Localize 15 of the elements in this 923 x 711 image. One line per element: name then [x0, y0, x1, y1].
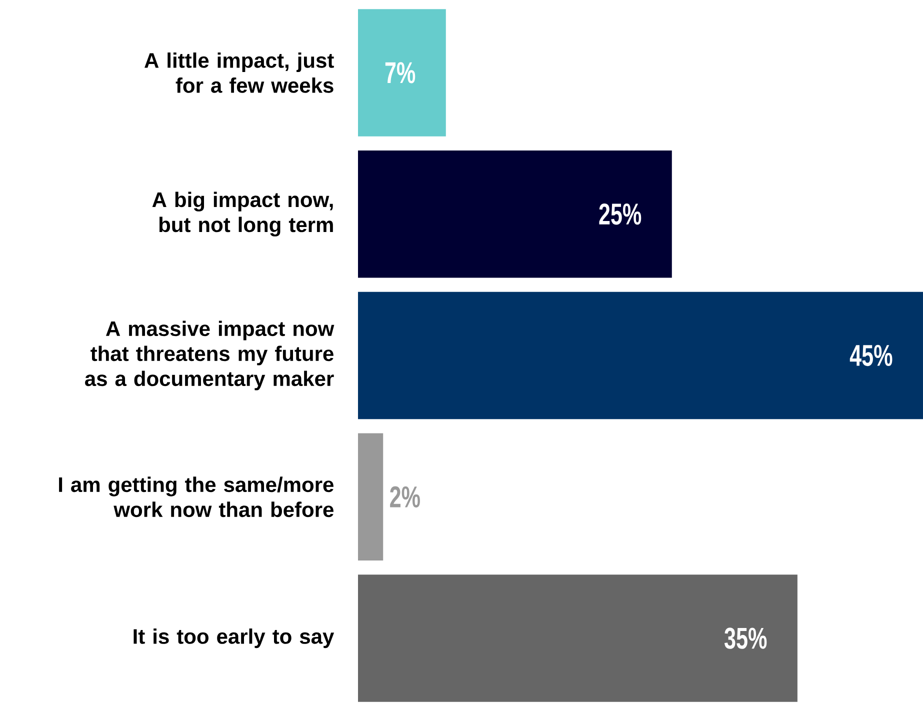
- y-tick-label: A big impact now, but not long term: [152, 192, 333, 236]
- bar: [358, 9, 446, 136]
- bar: [358, 433, 384, 561]
- bar: [358, 150, 672, 278]
- data-label: 25%: [599, 203, 642, 225]
- y-tick-label: It is too early to say: [134, 628, 334, 648]
- bar: [358, 574, 798, 702]
- y-tick-label: A little impact, just for a few weeks: [144, 52, 334, 93]
- data-label: 7%: [385, 62, 416, 84]
- bar: [358, 292, 923, 420]
- y-tick-label: I am getting the same/more work now than before: [59, 476, 334, 518]
- data-label: 2%: [390, 486, 420, 508]
- data-label: 35%: [724, 628, 767, 649]
- data-label: 45%: [850, 344, 892, 366]
- y-tick-label: A massive impact now that threatens my future as a documentary maker: [85, 320, 334, 390]
